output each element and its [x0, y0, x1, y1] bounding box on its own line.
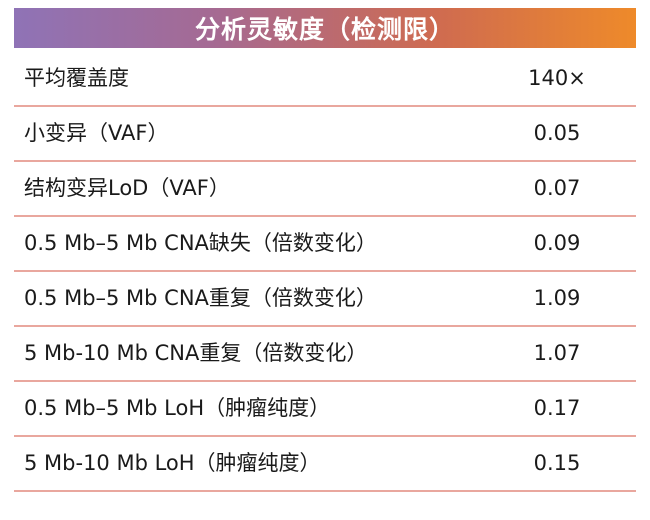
table-row: 结构变异LoD（VAF） 0.07	[14, 162, 636, 217]
row-value: 140×	[528, 66, 586, 90]
table-row: 0.5 Mb–5 Mb CNA缺失（倍数变化） 0.09	[14, 217, 636, 272]
row-label: 0.5 Mb–5 Mb CNA缺失（倍数变化）	[24, 231, 377, 255]
sensitivity-table: 平均覆盖度 140× 小变异（VAF） 0.05 结构变异LoD（VAF） 0.…	[14, 52, 636, 492]
row-value: 0.15	[533, 451, 581, 475]
table-row: 平均覆盖度 140×	[14, 52, 636, 107]
row-value: 0.17	[533, 396, 581, 420]
row-value: 1.09	[533, 286, 581, 310]
row-label: 结构变异LoD（VAF）	[24, 176, 230, 200]
row-value: 0.09	[533, 231, 581, 255]
row-value: 0.05	[533, 121, 581, 145]
row-label: 0.5 Mb–5 Mb CNA重复（倍数变化）	[24, 286, 377, 310]
table-row: 5 Mb-10 Mb LoH（肿瘤纯度） 0.15	[14, 437, 636, 492]
table-row: 0.5 Mb–5 Mb CNA重复（倍数变化） 1.09	[14, 272, 636, 327]
table-row: 0.5 Mb–5 Mb LoH（肿瘤纯度） 0.17	[14, 382, 636, 437]
row-label: 5 Mb-10 Mb LoH（肿瘤纯度）	[24, 451, 321, 475]
row-label: 0.5 Mb–5 Mb LoH（肿瘤纯度）	[24, 396, 331, 420]
row-value: 0.07	[533, 176, 581, 200]
row-value: 1.07	[533, 341, 581, 365]
row-label: 平均覆盖度	[24, 66, 129, 90]
row-label: 小变异（VAF）	[24, 121, 169, 145]
row-label: 5 Mb-10 Mb CNA重复（倍数变化）	[24, 341, 368, 365]
table-header-bar: 分析灵敏度（检测限）	[14, 8, 636, 48]
table-row: 5 Mb-10 Mb CNA重复（倍数变化） 1.07	[14, 327, 636, 382]
table-title: 分析灵敏度（检测限）	[194, 15, 455, 44]
table-row: 小变异（VAF） 0.05	[14, 107, 636, 162]
